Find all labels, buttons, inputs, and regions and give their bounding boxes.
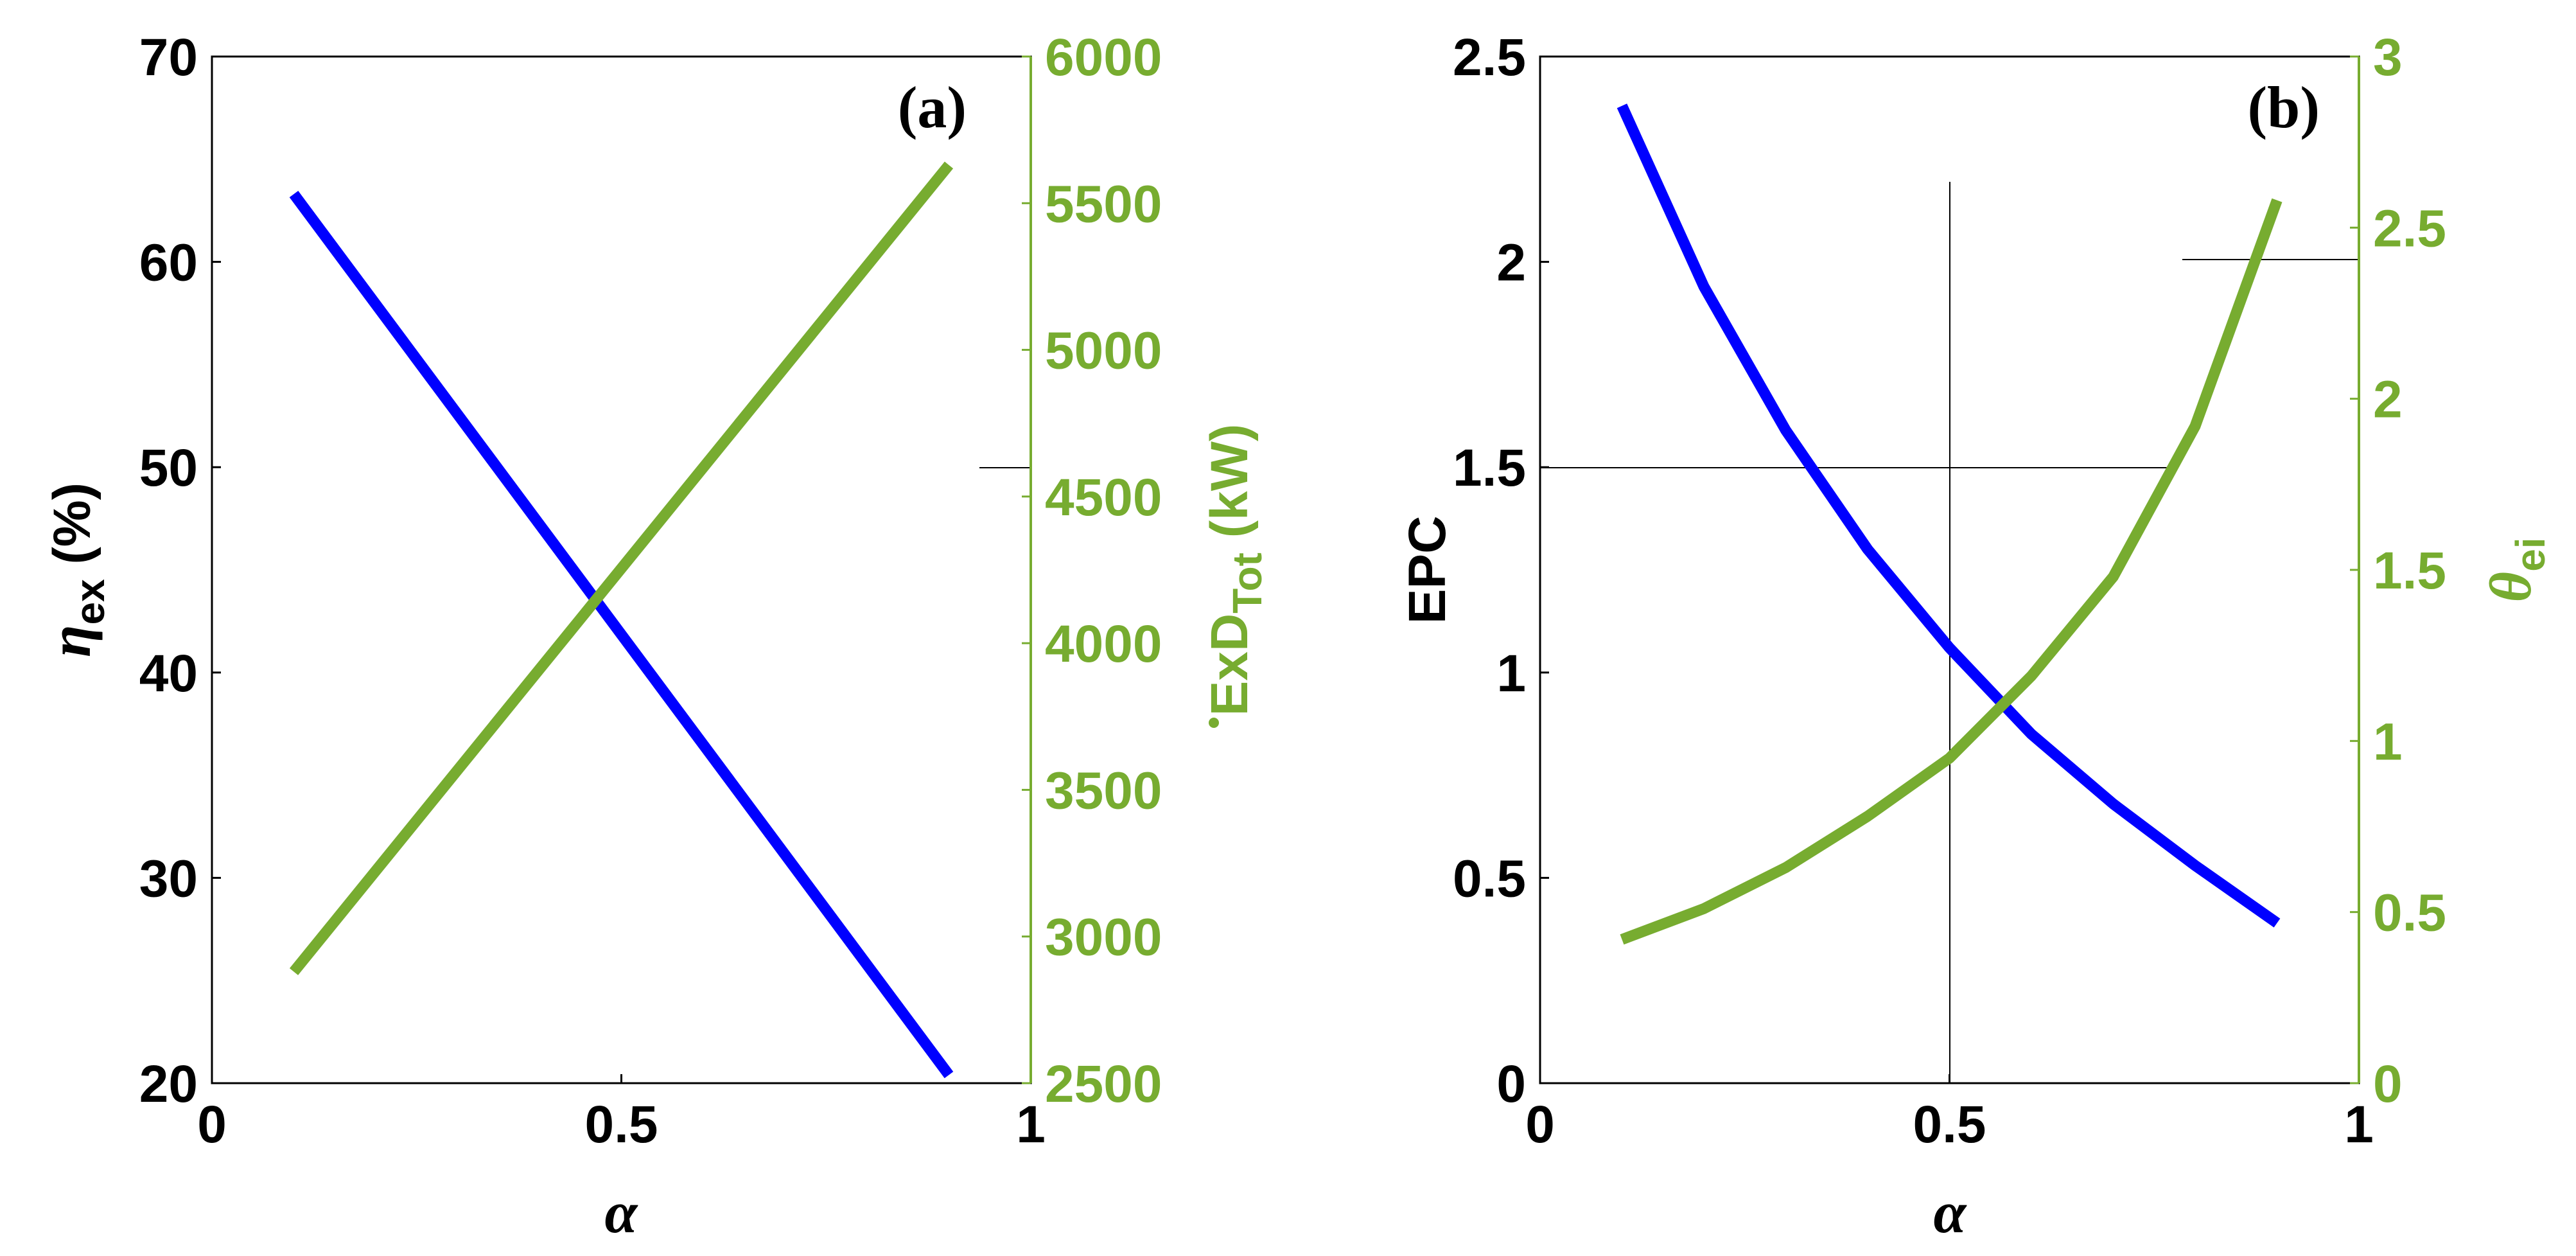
panel-a-left-label-rest: (%) [43, 482, 101, 579]
left-tick-label: 2 [1496, 234, 1526, 292]
series-line-right-axis [1620, 198, 2282, 945]
panel-a-right-label-main: ExD [1200, 614, 1259, 716]
panel-b-left-axis-label: EPC [1398, 516, 1457, 624]
left-tick-label: 40 [139, 644, 198, 703]
series-line-left-axis [1617, 103, 2281, 928]
panel-a-right-label-sub: Tot [1224, 553, 1270, 614]
panel-a-left-axis-ticks: 20 30 40 50 60 70 [139, 28, 221, 1113]
panel-b-right-axis-label: θei [2478, 537, 2554, 602]
left-tick-label: 2.5 [1453, 28, 1526, 87]
x-tick-label: 0.5 [585, 1095, 658, 1154]
panel-a-tag: (a) [898, 75, 967, 140]
left-tick-label: 50 [139, 439, 198, 497]
series-line-left-axis [289, 191, 954, 1079]
right-tick-label: 1.5 [2373, 542, 2446, 600]
panel-a-x-axis-label: α [605, 1180, 639, 1245]
left-tick-label: 60 [139, 234, 198, 292]
panel-a-right-axis-ticks: 2500 3000 3500 4000 4500 5000 5500 6000 [1022, 28, 1162, 1113]
x-tick-label: 0 [1525, 1095, 1555, 1154]
right-tick-label: 3500 [1045, 761, 1162, 820]
right-tick-label: 0 [2373, 1055, 2403, 1113]
right-tick-label: 2.5 [2373, 199, 2446, 258]
panel-a-left-label-sub: ex [67, 579, 113, 625]
x-tick-label: 1 [1016, 1095, 1046, 1154]
panel-a-right-axis-label: ExDTot (kW) [1200, 424, 1270, 728]
left-tick-label: 0.5 [1453, 849, 1526, 908]
left-tick-label: 70 [139, 28, 198, 87]
panel-b-right-axis-ticks: 0 0.5 1 1.5 2 2.5 3 [2350, 28, 2446, 1113]
panel-a-left-axis-label: ηex (%) [37, 482, 113, 657]
left-tick-label: 0 [1496, 1055, 1526, 1113]
left-tick-label: 20 [139, 1055, 198, 1113]
panel-a-chart: 20 30 40 50 60 70 2500 3000 3500 4000 4500 5000 550… [37, 28, 1270, 1245]
x-tick-label: 0 [197, 1095, 227, 1154]
left-tick-label: 1 [1496, 644, 1526, 703]
right-tick-label: 2500 [1045, 1055, 1162, 1113]
right-tick-label: 2 [2373, 371, 2403, 429]
panel-b-left-axis-ticks: 0 0.5 1 1.5 2 2.5 [1453, 28, 1549, 1113]
panel-b-x-axis-ticks: 0 0.5 1 [1525, 1074, 2374, 1154]
panel-a-left-label-symbol: η [37, 625, 103, 658]
panel-a-right-label-rest: (kW) [1200, 424, 1259, 553]
panel-b-tag: (b) [2248, 75, 2320, 140]
panel-b-reference-lines [1540, 182, 2359, 1083]
left-tick-label: 30 [139, 849, 198, 908]
panel-a-right-label-rate-dot [1209, 718, 1219, 728]
x-tick-label: 1 [2344, 1095, 2374, 1154]
panel-b-right-label-symbol: θ [2478, 572, 2543, 603]
right-tick-label: 5500 [1045, 175, 1162, 233]
panel-b-series [1617, 103, 2282, 945]
left-tick-label: 1.5 [1453, 439, 1526, 497]
right-tick-label: 3 [2373, 28, 2403, 87]
panel-a-right-label-text: ExDTot (kW) [1200, 424, 1270, 716]
right-tick-label: 4500 [1045, 468, 1162, 527]
series-line-right-axis [289, 161, 954, 975]
right-tick-label: 0.5 [2373, 884, 2446, 942]
panel-a-x-axis-ticks: 0 0.5 1 [197, 1074, 1046, 1154]
right-tick-label: 3000 [1045, 908, 1162, 967]
right-tick-label: 5000 [1045, 322, 1162, 380]
right-tick-label: 4000 [1045, 615, 1162, 673]
panel-b-chart: 00.511.522.5 00.511.522.53 0 0.5 1 (b) α E… [1398, 28, 2554, 1245]
panel-b-right-label-sub: ei [2507, 537, 2554, 571]
panel-a-series [289, 161, 954, 1079]
right-tick-label: 1 [2373, 712, 2403, 771]
x-tick-label: 0.5 [1913, 1095, 1986, 1154]
right-tick-label: 6000 [1045, 28, 1162, 87]
panel-b-x-axis-label: α [1934, 1180, 1968, 1245]
